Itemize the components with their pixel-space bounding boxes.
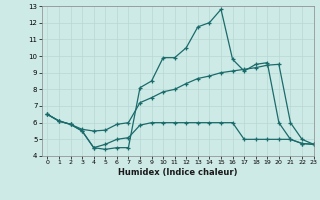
X-axis label: Humidex (Indice chaleur): Humidex (Indice chaleur)	[118, 168, 237, 177]
